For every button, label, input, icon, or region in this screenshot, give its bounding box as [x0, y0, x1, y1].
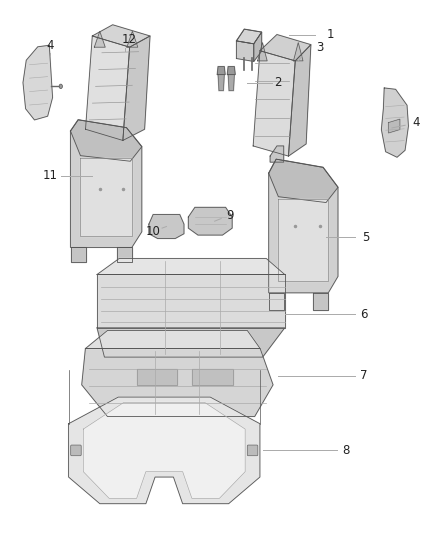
Polygon shape [268, 159, 338, 203]
Polygon shape [253, 51, 295, 156]
Polygon shape [123, 36, 150, 141]
Polygon shape [268, 293, 283, 310]
Polygon shape [313, 293, 328, 310]
Ellipse shape [59, 84, 62, 88]
Text: 5: 5 [362, 231, 369, 244]
Polygon shape [94, 31, 105, 47]
Polygon shape [258, 43, 267, 61]
Polygon shape [117, 247, 132, 262]
Polygon shape [137, 369, 177, 385]
Polygon shape [85, 330, 260, 349]
Polygon shape [381, 88, 408, 157]
Polygon shape [279, 199, 328, 281]
Polygon shape [82, 349, 273, 417]
Text: 7: 7 [360, 369, 367, 382]
Text: 1: 1 [327, 28, 335, 41]
Polygon shape [237, 29, 261, 44]
FancyBboxPatch shape [71, 445, 81, 456]
Text: 11: 11 [43, 169, 58, 182]
Polygon shape [260, 35, 311, 61]
Polygon shape [71, 247, 86, 262]
Text: 10: 10 [146, 225, 161, 238]
Text: 4: 4 [412, 116, 420, 129]
Text: 12: 12 [122, 34, 137, 46]
Polygon shape [71, 120, 142, 247]
Polygon shape [218, 75, 224, 91]
Polygon shape [127, 31, 138, 47]
Polygon shape [389, 119, 400, 133]
FancyBboxPatch shape [247, 445, 258, 456]
Polygon shape [293, 43, 303, 61]
Polygon shape [268, 159, 338, 293]
Polygon shape [85, 36, 130, 141]
Text: 4: 4 [46, 39, 54, 52]
Polygon shape [71, 120, 142, 161]
Text: 9: 9 [226, 209, 234, 222]
Polygon shape [228, 75, 234, 91]
Text: 3: 3 [316, 42, 323, 54]
Text: 6: 6 [360, 308, 367, 321]
Polygon shape [23, 45, 53, 120]
Polygon shape [188, 207, 232, 235]
Polygon shape [81, 158, 132, 236]
Text: 8: 8 [343, 444, 350, 457]
Polygon shape [217, 67, 225, 75]
Polygon shape [237, 29, 261, 44]
Polygon shape [254, 32, 261, 61]
Polygon shape [192, 369, 233, 385]
Text: 2: 2 [274, 76, 282, 89]
Polygon shape [227, 67, 235, 75]
Polygon shape [237, 41, 254, 61]
Polygon shape [83, 402, 245, 498]
Polygon shape [289, 45, 311, 156]
Polygon shape [97, 274, 285, 328]
Polygon shape [92, 25, 150, 47]
Polygon shape [97, 328, 285, 357]
Polygon shape [270, 146, 284, 162]
Polygon shape [149, 215, 184, 239]
Polygon shape [69, 397, 260, 504]
Polygon shape [97, 259, 285, 274]
